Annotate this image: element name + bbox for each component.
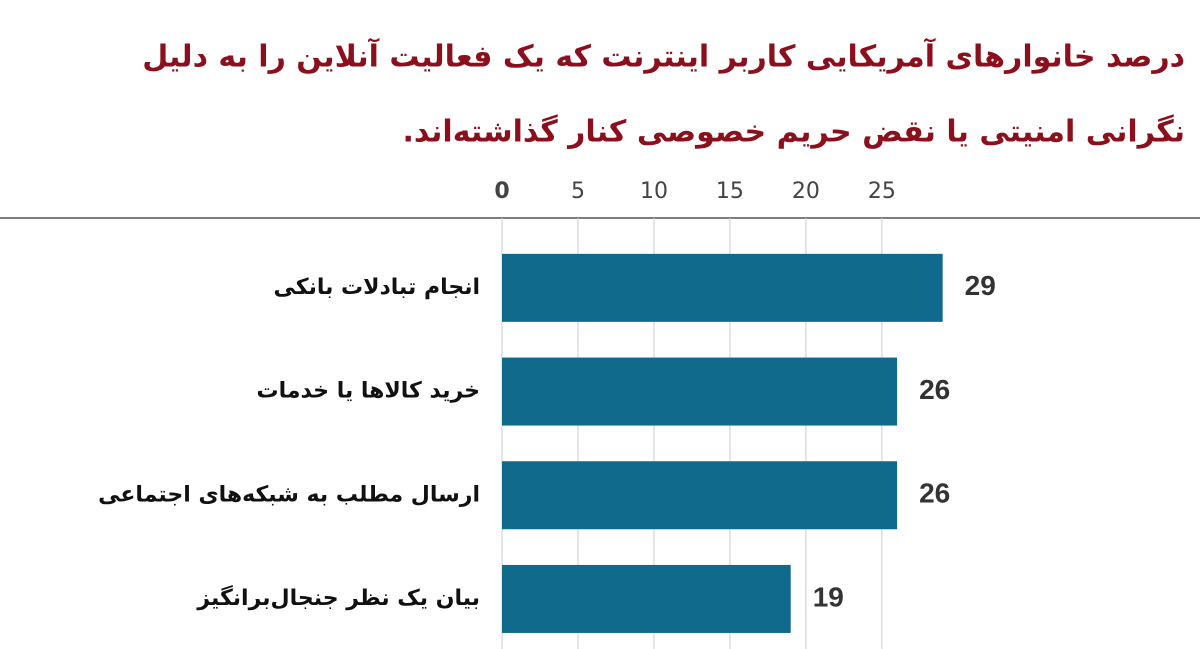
x-tick-label: 20: [792, 179, 820, 204]
value-label: 29: [965, 270, 996, 301]
x-tick-label: 0: [494, 179, 509, 204]
value-label: 26: [919, 478, 950, 509]
x-tick-label: 25: [868, 179, 896, 204]
chart-title: درصد خانوارهای آمریکایی کاربر اینترنت که…: [142, 38, 1185, 75]
bar: [502, 357, 898, 426]
bar: [502, 461, 898, 530]
value-label: 19: [813, 581, 844, 612]
x-tick-label: 5: [571, 179, 585, 204]
x-tick-label: 10: [640, 179, 668, 204]
category-label: ارسال مطلب به شبکه‌های اجتماعی: [98, 482, 480, 507]
chart-title: نگرانی امنیتی یا نقض حریم خصوصی کنار گذا…: [402, 114, 1185, 150]
bar: [502, 564, 791, 633]
x-tick-label: 15: [716, 179, 744, 204]
category-label: بیان یک نظر جنجال‌برانگیز: [196, 584, 480, 611]
category-label: خرید کالاها یا خدمات: [256, 379, 480, 404]
category-label: انجام تبادلات بانکی: [274, 275, 480, 300]
value-label: 26: [919, 374, 950, 405]
bar: [502, 253, 943, 322]
